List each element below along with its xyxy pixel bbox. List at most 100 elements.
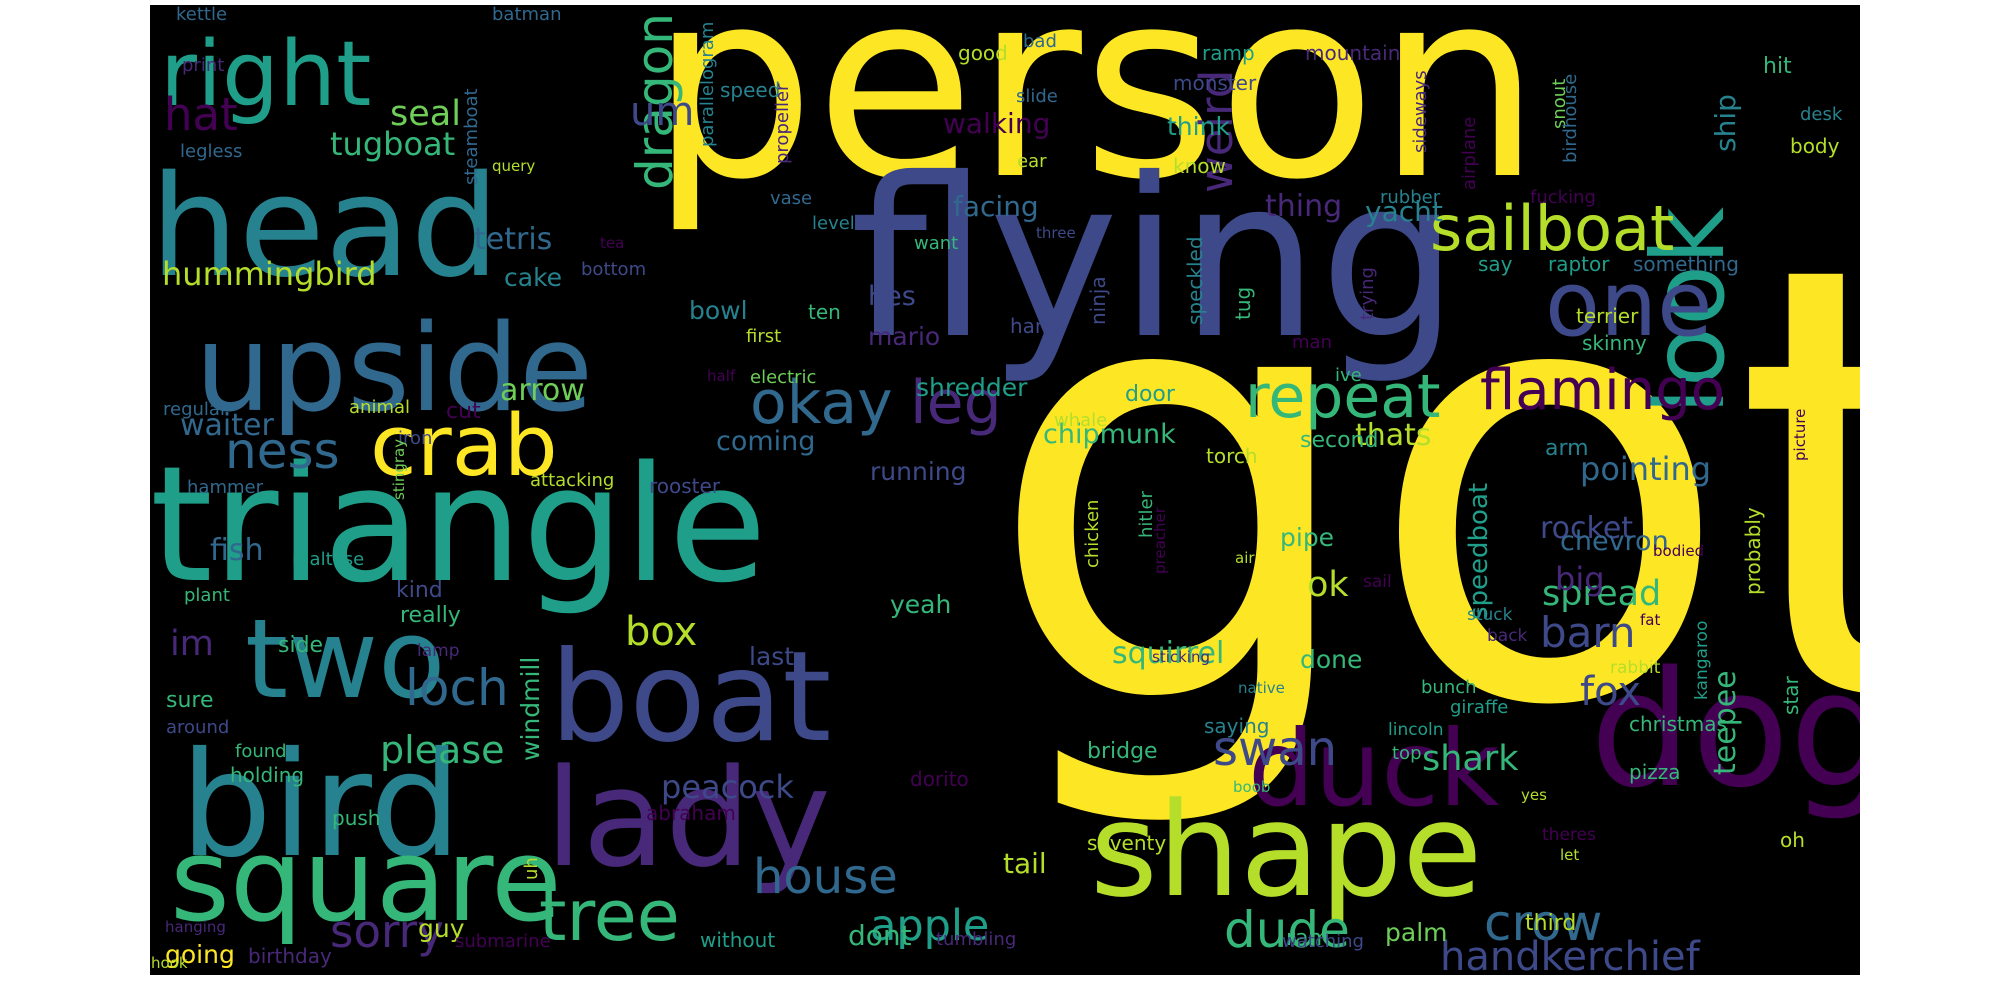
word-cake: cake: [504, 263, 562, 292]
word-chipmunk: chipmunk: [1043, 419, 1176, 450]
word-seal: seal: [390, 94, 461, 134]
word-chevron: chevron: [1560, 526, 1669, 557]
word-flamingo: flamingo: [1480, 358, 1725, 423]
word-hummingbird: hummingbird: [162, 255, 377, 293]
word-bowl: bowl: [689, 296, 748, 325]
word-vase: vase: [770, 188, 812, 209]
word-done: done: [1300, 645, 1362, 674]
word-bridge: bridge: [1087, 739, 1158, 764]
word-kind: kind: [396, 578, 443, 603]
word-rabbit: rabbit: [1610, 658, 1661, 678]
word-attacking: attacking: [530, 470, 614, 491]
word-steamboat: steamboat: [461, 88, 482, 185]
word-hammer: hammer: [187, 477, 264, 498]
word-hitler: hitler: [1136, 490, 1157, 538]
word-airplane: airplane: [1459, 117, 1480, 190]
word-dragon: dragon: [626, 13, 684, 190]
word-know: know: [1173, 154, 1226, 178]
word-snout: snout: [1549, 79, 1570, 129]
word-birdhouse: birdhouse: [1560, 74, 1581, 163]
word-bird: bird: [180, 721, 461, 890]
word-right: right: [160, 22, 371, 127]
word-side: side: [278, 633, 323, 658]
word-kangaroo: kangaroo: [1692, 621, 1712, 700]
word-plant: plant: [184, 585, 230, 606]
word-mountain: mountain: [1305, 41, 1400, 65]
word-picture: picture: [1791, 409, 1809, 461]
word-lincoln: lincoln: [1388, 720, 1443, 740]
word-sorry: sorry: [330, 905, 444, 958]
word-ive: ive: [1335, 365, 1362, 386]
word-walking: walking: [943, 107, 1050, 140]
word-really: really: [400, 603, 461, 628]
word-guy: guy: [418, 914, 465, 943]
word-let: let: [1560, 846, 1579, 864]
word-speed: speed: [720, 78, 780, 102]
word-ok: ok: [1307, 565, 1349, 605]
word-ramp: ramp: [1202, 41, 1255, 65]
word-bad: bad: [1023, 31, 1057, 52]
word-house: house: [753, 849, 898, 905]
word-sailboat: sailboat: [1430, 192, 1674, 265]
word-big: big: [1555, 560, 1605, 598]
word-animal: animal: [349, 397, 410, 418]
word-boat: boat: [550, 625, 831, 770]
word-square: square: [170, 814, 562, 948]
word-raptor: raptor: [1548, 252, 1610, 276]
word-electric: electric: [750, 367, 816, 388]
word-without: without: [700, 928, 775, 952]
word-cut: cut: [446, 399, 481, 424]
word-ship: ship: [1709, 94, 1742, 152]
word-ness: ness: [225, 422, 340, 480]
word-star: star: [1779, 675, 1803, 715]
word-slide: slide: [1016, 86, 1058, 107]
word-sure: sure: [166, 688, 214, 713]
word-person: person: [650, 5, 1541, 237]
word-propeller: propeller: [772, 83, 793, 164]
word-something: something: [1633, 252, 1739, 276]
word-watching: watching: [1282, 931, 1364, 952]
word-palm: palm: [1385, 918, 1448, 947]
word-fox: fox: [1580, 669, 1641, 715]
word-say: say: [1478, 252, 1513, 276]
word-regular: regular: [163, 399, 228, 420]
word-lamp: lamp: [417, 641, 460, 661]
word-duck: duck: [1248, 708, 1500, 830]
word-three: three: [1036, 224, 1076, 242]
word-thing: thing: [1265, 189, 1342, 224]
word-chicken: chicken: [1082, 500, 1103, 568]
word-apple: apple: [870, 901, 989, 951]
word-got: got: [985, 138, 1860, 837]
word-hit: hit: [1763, 54, 1792, 79]
word-one: one: [1545, 252, 1712, 357]
word-saying: saying: [1204, 714, 1269, 738]
word-coming: coming: [716, 426, 815, 457]
word-facing: facing: [953, 190, 1039, 223]
word-ten: ten: [808, 300, 841, 324]
word-hat: hat: [164, 88, 238, 141]
word-think: think: [1167, 112, 1230, 141]
word-rooster: rooster: [649, 474, 721, 498]
word-peacock: peacock: [661, 768, 794, 806]
word-theres: theres: [1542, 825, 1596, 845]
word-yes: yes: [1521, 786, 1547, 804]
word-oh: oh: [1780, 828, 1805, 852]
word-crow: crow: [1484, 894, 1602, 952]
word-shape: shape: [1090, 774, 1482, 926]
word-pizza: pizza: [1629, 760, 1681, 784]
word-terrier: terrier: [1576, 304, 1639, 328]
word-bottom: bottom: [581, 259, 646, 280]
word-man: man: [1292, 332, 1332, 353]
word-swan: swan: [1213, 721, 1337, 777]
word-arm: arm: [1545, 436, 1589, 461]
word-around: around: [166, 717, 229, 738]
word-pipe: pipe: [1280, 523, 1334, 552]
word-mario: mario: [868, 322, 940, 351]
word-fat: fat: [1640, 611, 1660, 629]
word-speedboat: speedboat: [1464, 483, 1494, 620]
word-two: two: [245, 595, 445, 723]
word-upside: upside: [195, 300, 593, 439]
word-tea: tea: [600, 234, 624, 252]
word-query: query: [492, 157, 535, 175]
word-spread: spread: [1542, 574, 1661, 614]
